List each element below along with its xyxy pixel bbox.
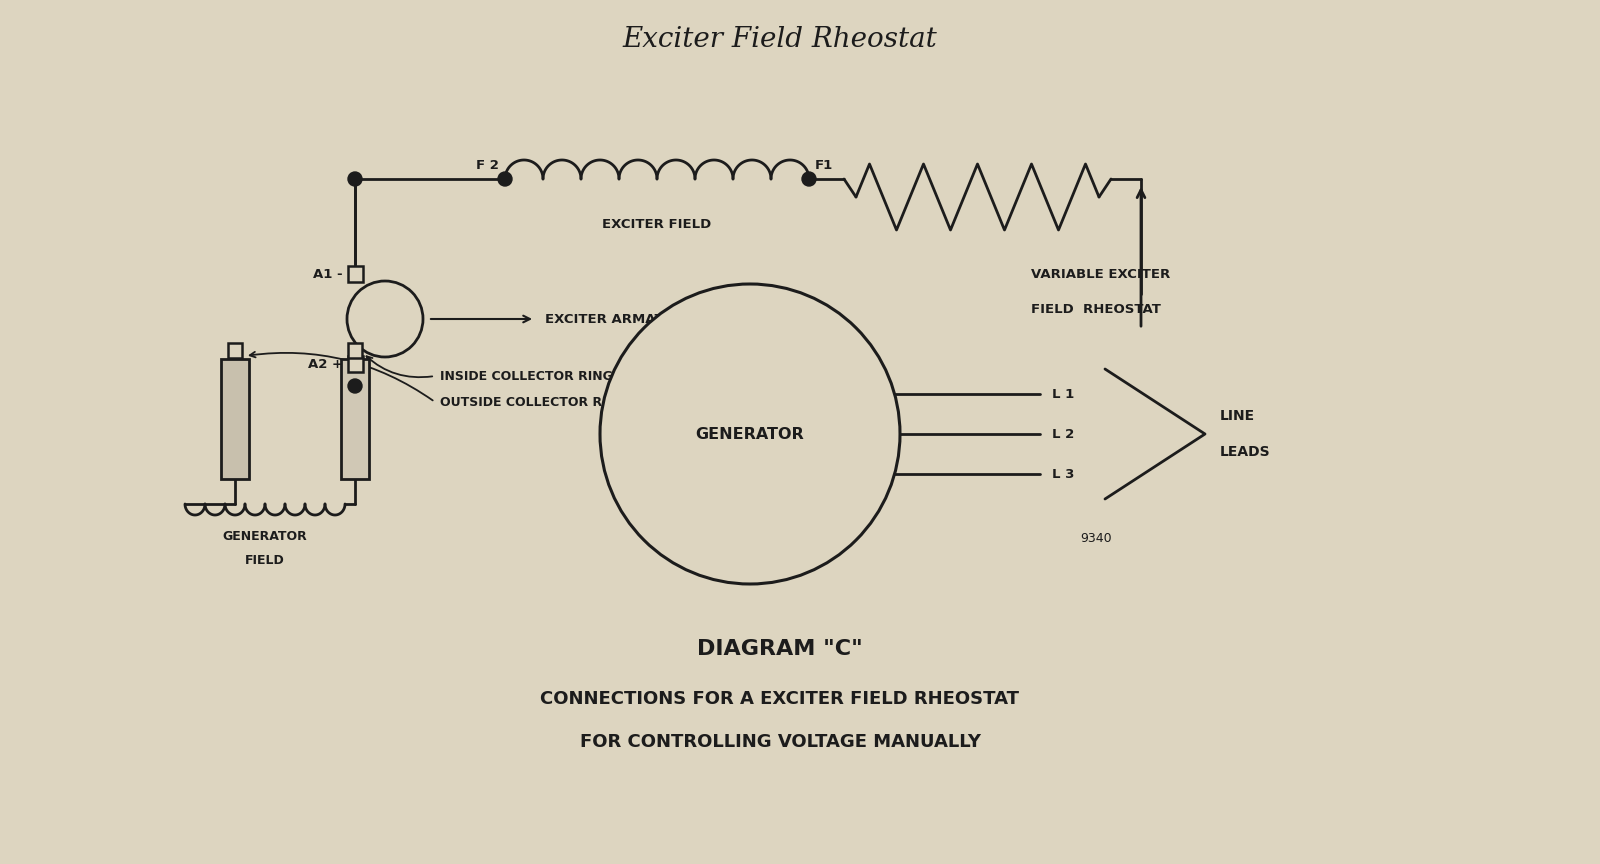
Text: LINE: LINE — [1221, 409, 1254, 423]
Bar — [349, 342, 362, 358]
Text: INSIDE COLLECTOR RING: INSIDE COLLECTOR RING — [440, 370, 613, 383]
Circle shape — [349, 379, 362, 393]
Bar — [221, 359, 250, 479]
Text: 9340: 9340 — [1080, 532, 1112, 545]
Bar — [347, 356, 363, 372]
Text: FIELD  RHEOSTAT: FIELD RHEOSTAT — [1030, 302, 1162, 315]
Circle shape — [347, 281, 422, 357]
Text: VARIABLE EXCITER: VARIABLE EXCITER — [1030, 268, 1170, 281]
Bar — [229, 342, 242, 358]
Circle shape — [349, 172, 362, 186]
Text: FOR CONTROLLING VOLTAGE MANUALLY: FOR CONTROLLING VOLTAGE MANUALLY — [579, 733, 981, 751]
Text: L 3: L 3 — [1053, 467, 1074, 480]
Text: DIAGRAM "C": DIAGRAM "C" — [698, 639, 862, 659]
Text: OUTSIDE COLLECTOR RING: OUTSIDE COLLECTOR RING — [440, 396, 627, 409]
Circle shape — [600, 284, 899, 584]
Text: FIELD: FIELD — [245, 554, 285, 567]
Text: GENERATOR: GENERATOR — [222, 530, 307, 543]
Bar — [347, 266, 363, 282]
Text: EXCITER FIELD: EXCITER FIELD — [602, 218, 712, 231]
Text: LEADS: LEADS — [1221, 445, 1270, 459]
Text: EXCITER ARMATURE: EXCITER ARMATURE — [546, 313, 694, 326]
Text: F 2: F 2 — [477, 159, 499, 172]
Circle shape — [498, 172, 512, 186]
Text: CONNECTIONS FOR A EXCITER FIELD RHEOSTAT: CONNECTIONS FOR A EXCITER FIELD RHEOSTAT — [541, 690, 1019, 708]
Text: L 2: L 2 — [1053, 428, 1074, 441]
Circle shape — [802, 172, 816, 186]
Text: Exciter Field Rheostat: Exciter Field Rheostat — [622, 26, 938, 53]
Bar — [341, 359, 370, 479]
Text: A2 +: A2 + — [307, 358, 342, 371]
Text: A1 -: A1 - — [314, 268, 342, 281]
Text: L 1: L 1 — [1053, 387, 1074, 401]
Text: GENERATOR: GENERATOR — [696, 427, 805, 442]
Text: F1: F1 — [814, 159, 834, 172]
